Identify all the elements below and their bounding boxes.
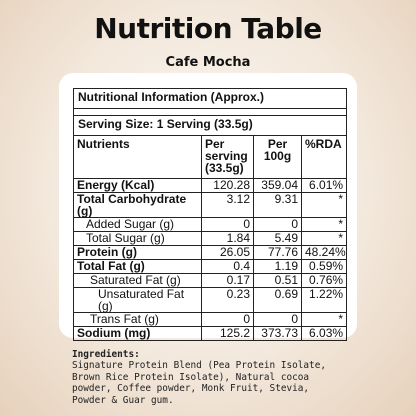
column-header-row: Nutrients Per serving (33.5g) Per 100g %… <box>73 135 348 179</box>
rda-value: 6.03% <box>300 326 348 341</box>
nutrient-name: Saturated Fat (g) <box>73 273 202 288</box>
table-row: Total Fat (g) 0.4 1.19 0.59% <box>73 259 348 274</box>
table-row: Energy (Kcal) 120.28 359.04 6.01% <box>73 178 348 193</box>
nutrient-name: Protein (g) <box>73 245 202 260</box>
table-row: Trans Fat (g) 0 0 * <box>73 312 348 327</box>
rda-value: * <box>300 231 348 246</box>
rda-value: 48.24% <box>300 245 348 260</box>
nutrition-table: Nutritional Information (Approx.) Servin… <box>72 88 348 341</box>
table-row: Saturated Fat (g) 0.17 0.51 0.76% <box>73 273 348 288</box>
table-row: Total Sugar (g) 1.84 5.49 * <box>73 231 348 246</box>
per-100g-value: 77.76 <box>253 245 302 260</box>
per-serving-value: 0 <box>201 312 254 327</box>
nutrient-name: Sodium (mg) <box>73 326 202 341</box>
per-100g-value: 1.19 <box>253 259 302 274</box>
table-row: Added Sugar (g) 0 0 * <box>73 217 348 232</box>
per-100g-value: 359.04 <box>253 178 302 193</box>
per-serving-value: 120.28 <box>201 178 254 193</box>
rda-value: * <box>300 192 348 218</box>
col-header-nutrients: Nutrients <box>73 135 202 179</box>
rda-value: * <box>300 312 348 327</box>
rda-value: 6.01% <box>300 178 348 193</box>
ingredients-line: Brown Rice Protein Isolate), Natural coc… <box>72 371 310 383</box>
info-heading: Nutritional Information (Approx.) <box>72 88 348 109</box>
nutrient-name: Total Fat (g) <box>73 259 202 274</box>
rda-value: 0.76% <box>300 273 348 288</box>
per-serving-value: 125.2 <box>201 326 254 341</box>
ingredients-block: Ingredients: Signature Protein Blend (Pe… <box>72 349 402 406</box>
ingredients-heading: Ingredients: <box>72 349 140 360</box>
nutrient-name: Added Sugar (g) <box>73 217 202 232</box>
product-name: Cafe Mocha <box>165 55 251 70</box>
per-100g-value: 9.31 <box>253 192 302 218</box>
col-header-per-100g: Per 100g <box>253 135 302 179</box>
per-100g-value: 0.51 <box>253 273 302 288</box>
table-row: Total Carbohydrate (g) 3.12 9.31 * <box>73 192 348 218</box>
per-serving-value: 0 <box>201 217 254 232</box>
per-serving-value: 0.4 <box>201 259 254 274</box>
nutrient-name: Unsaturated Fat (g) <box>73 287 202 313</box>
ingredients-line: Powder & Guar gum. <box>72 394 174 406</box>
table-row: Sodium (mg) 125.2 373.73 6.03% <box>73 326 348 341</box>
col-header-rda: %RDA <box>300 135 348 179</box>
nutrient-name: Energy (Kcal) <box>73 178 202 193</box>
col-header-per-serving: Per serving (33.5g) <box>201 135 254 179</box>
nutrient-name: Total Sugar (g) <box>73 231 202 246</box>
serving-size-row: Serving Size: 1 Serving (33.5g) <box>72 115 348 136</box>
per-100g-value: 0 <box>253 312 302 327</box>
per-100g-value: 373.73 <box>253 326 302 341</box>
table-spacer <box>72 108 348 116</box>
per-100g-value: 0.69 <box>253 287 302 313</box>
table-row: Unsaturated Fat (g) 0.23 0.69 1.22% <box>73 287 348 313</box>
ingredients-line: Signature Protein Blend (Pea Protein Iso… <box>72 360 326 372</box>
table-row: Protein (g) 26.05 77.76 48.24% <box>73 245 348 260</box>
rda-value: 0.59% <box>300 259 348 274</box>
per-100g-value: 5.49 <box>253 231 302 246</box>
per-serving-value: 3.12 <box>201 192 254 218</box>
nutrient-name: Trans Fat (g) <box>73 312 202 327</box>
ingredients-line: powder, Coffee powder, Monk Fruit, Stevi… <box>72 383 310 395</box>
page-title: Nutrition Table <box>94 12 322 45</box>
rda-value: 1.22% <box>300 287 348 313</box>
per-100g-value: 0 <box>253 217 302 232</box>
nutrient-name: Total Carbohydrate (g) <box>73 192 202 218</box>
serving-size: Serving Size: 1 Serving (33.5g) <box>72 115 348 136</box>
per-serving-value: 1.84 <box>201 231 254 246</box>
rda-value: * <box>300 217 348 232</box>
per-serving-value: 26.05 <box>201 245 254 260</box>
info-heading-row: Nutritional Information (Approx.) <box>72 88 348 109</box>
per-serving-value: 0.23 <box>201 287 254 313</box>
per-serving-value: 0.17 <box>201 273 254 288</box>
